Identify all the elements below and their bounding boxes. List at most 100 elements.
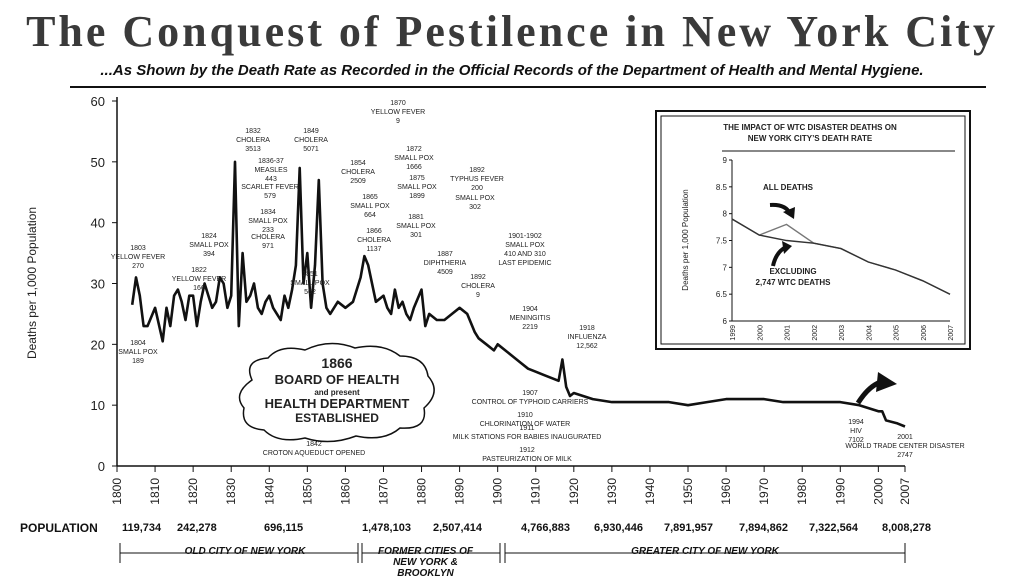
event-annotation: 1842 CROTON AQUEDUCT OPENED — [263, 441, 365, 457]
annotations: 1803 YELLOW FEVER 270 1804 SMALL POX 189 1822 Y… — [111, 100, 965, 463]
x-tick-label: 1880 — [415, 478, 429, 505]
x-tick-label: 1890 — [453, 478, 467, 505]
inset-x-tick-label: 2003 — [839, 325, 846, 341]
inset-x-tick-label: 1999 — [730, 325, 737, 341]
inset-y-tick-label: 7.5 — [716, 237, 728, 246]
x-tick-label: 1870 — [376, 478, 390, 505]
inset-x-tick-label: 2005 — [894, 325, 901, 341]
event-annotation: 1875 SMALL POX 1899 — [397, 175, 437, 200]
inset-series-excluding — [731, 218, 951, 295]
x-tick-label: 1990 — [833, 478, 847, 505]
event-annotation: 1849 CHOLERA 5071 — [294, 128, 328, 153]
event-annotation: 1854 CHOLERA 2509 — [341, 160, 375, 185]
x-tick-label: 1850 — [300, 478, 314, 505]
y-tick-label: 40 — [91, 216, 105, 231]
population-value: 242,278 — [177, 522, 217, 534]
x-tick-label: 1810 — [148, 478, 162, 505]
x-tick-label: 1820 — [186, 478, 200, 505]
event-annotation: 1994 HIV 7102 — [848, 419, 864, 444]
inset-x-tick-label: 2004 — [866, 325, 873, 341]
event-annotation: 1803 YELLOW FEVER 270 — [111, 245, 165, 270]
death-rate-line — [130, 160, 906, 428]
main-axes: 0 10 20 30 40 50 60 1800 1810 1820 1830 1840 1850 186… — [25, 94, 912, 563]
population-value: 8,008,278 — [882, 522, 931, 534]
event-annotation: 1872 SMALL POX 1666 — [394, 146, 434, 171]
x-tick-label: 1900 — [491, 478, 505, 505]
event-annotation: 1910 CHLORINATION OF WATER — [480, 412, 570, 428]
event-annotation: 1804 SMALL POX 189 — [118, 340, 158, 365]
inset-x-tick-label: 2000 — [757, 325, 764, 341]
era-former-cities: FORMER CITIES OF NEW YORK & BROOKLYN — [378, 546, 473, 579]
y-axis-title: Deaths per 1,000 Population — [25, 207, 39, 359]
population-value: 119,734 — [122, 522, 162, 534]
inset-x-tick-label: 2002 — [812, 325, 819, 341]
x-tick-label: 1930 — [605, 478, 619, 505]
main-series — [130, 160, 906, 428]
inset-y-tick-label: 6 — [723, 317, 728, 326]
event-annotation: 1911 MILK STATIONS FOR BABIES INAUGURATED — [453, 425, 602, 441]
x-tick-label: 1910 — [529, 478, 543, 505]
population-value: 7,322,564 — [809, 522, 858, 534]
event-annotation: 1901-1902 SMALL POX 410 AND 310 LAST EPIDEM… — [498, 233, 551, 267]
event-annotation: 1892 CHOLERA 9 — [461, 274, 495, 299]
x-tick-label: 1940 — [643, 478, 657, 505]
inset-legend-all: ALL DEATHS — [763, 183, 814, 192]
y-tick-label: 0 — [98, 459, 105, 474]
x-tick-label: 1980 — [795, 478, 809, 505]
event-annotation: 1887 DIPHTHERIA 4509 — [424, 251, 467, 276]
x-tick-label: 1800 — [110, 478, 124, 505]
event-annotation: 1824 SMALL POX 394 — [189, 233, 229, 258]
x-tick-label: 2000 — [871, 478, 885, 505]
event-annotation: 1851 SMALL POX 562 — [290, 271, 330, 296]
event-annotation: 1881 SMALL POX 301 — [396, 214, 436, 239]
board-of-health-text: 1866 BOARD OF HEALTH and present HEALTH DEP… — [265, 355, 410, 425]
inset-x-tick-label: 2001 — [785, 325, 792, 341]
event-annotation: SCARLET FEVER 579 — [241, 184, 298, 200]
x-tick-label: 1830 — [224, 478, 238, 505]
event-annotation: 1907 CONTROL OF TYPHOID CARRIERS — [472, 390, 589, 406]
event-annotation: CHOLERA 971 — [251, 234, 285, 250]
population-value: 1,478,103 — [362, 522, 411, 534]
population-value: 7,894,862 — [739, 522, 788, 534]
x-tick-label: 1950 — [681, 478, 695, 505]
inset-x-tick-label: 2006 — [921, 325, 928, 341]
population-value: 4,766,883 — [521, 522, 570, 534]
x-tick-label: 1970 — [757, 478, 771, 505]
event-annotation: 1918 INFLUENZA 12,562 — [568, 325, 607, 350]
inset-legend-excluding: EXCLUDING 2,747 WTC DEATHS — [756, 267, 832, 287]
inset-y-tick-label: 6.5 — [716, 290, 728, 299]
population-value: 6,930,446 — [594, 522, 643, 534]
inset-arrow-up-head — [782, 241, 792, 254]
x-tick-label: 1960 — [719, 478, 733, 505]
inset-y-tick-label: 9 — [723, 156, 728, 165]
event-annotation: 1832 CHOLERA 3513 — [236, 128, 270, 153]
wtc-arrow-head — [876, 372, 897, 392]
population-value: 2,507,414 — [433, 522, 482, 534]
event-annotation: 1904 MENINGITIS 2219 — [510, 306, 551, 331]
inset-chart: THE IMPACT OF WTC DISASTER DEATHS ON NEW … — [655, 110, 971, 350]
y-tick-label: 20 — [91, 337, 105, 352]
event-annotation: 1870 YELLOW FEVER 9 — [371, 100, 425, 125]
inset-x-tick-label: 2007 — [948, 325, 955, 341]
inset-y-tick-label: 8.5 — [716, 183, 728, 192]
event-annotation: 1865 SMALL POX 664 — [350, 194, 390, 219]
event-annotation: 1912 PASTEURIZATION OF MILK — [482, 447, 572, 463]
inset-arrow-down-head — [783, 207, 795, 219]
x-tick-label: 1840 — [262, 478, 276, 505]
board-of-health-cloud — [238, 342, 435, 443]
event-annotation: 1834 SMALL POX 233 — [248, 209, 288, 234]
era-old-city: OLD CITY OF NEW YORK — [184, 546, 306, 557]
chart-title: The Conquest of Pestilence in New York C… — [26, 7, 998, 56]
population-label: POPULATION — [20, 521, 98, 535]
event-annotation: SMALL POX 302 — [455, 195, 495, 211]
y-tick-label: 50 — [91, 155, 105, 170]
x-tick-label: 1860 — [338, 478, 352, 505]
y-tick-label: 10 — [91, 398, 105, 413]
x-tick-label: 1920 — [567, 478, 581, 505]
event-annotation: 1892 TYPHUS FEVER 200 — [450, 167, 504, 192]
event-annotation: 1836-37 MEASLES 443 — [254, 158, 287, 183]
inset-frame-inner — [660, 115, 966, 345]
subtitle-rule — [70, 86, 986, 88]
population-value: 696,115 — [264, 522, 304, 534]
